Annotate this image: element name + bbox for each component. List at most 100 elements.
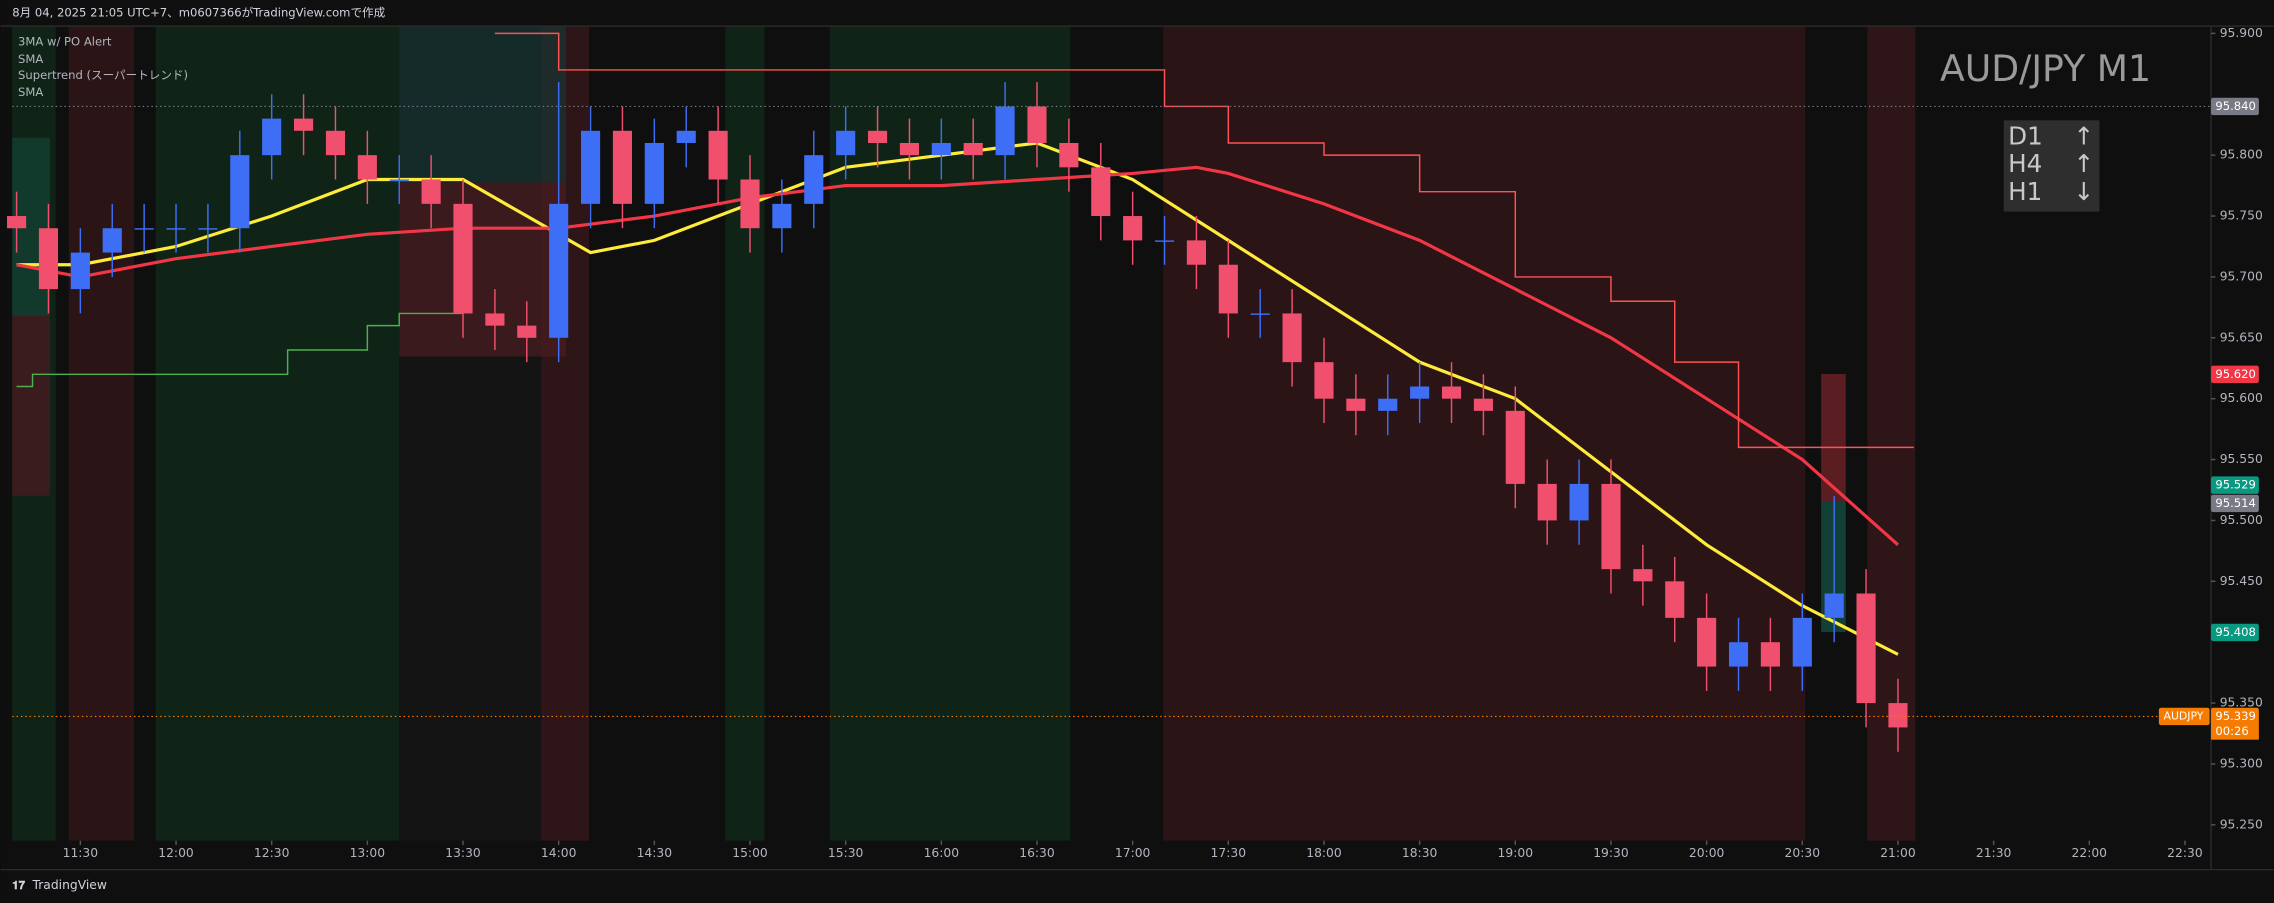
candle-body [580, 130, 601, 204]
indicator-legend: 3MA w/ PO Alert SMA Supertrend (スーパートレンド… [18, 35, 188, 100]
x-tick-label: 18:00 [1306, 846, 1342, 860]
candle-body [740, 179, 760, 229]
candle-body [1824, 593, 1844, 618]
box [399, 26, 566, 183]
price-label-bg [2211, 476, 2259, 494]
candle-body [1792, 617, 1812, 667]
candle-body [899, 142, 920, 156]
y-tick-label: 95.600 [2220, 391, 2263, 405]
candle-body [262, 118, 282, 156]
candle-body [1186, 240, 1206, 265]
x-tick-label: 18:30 [1402, 846, 1438, 860]
x-tick-label: 22:30 [2167, 846, 2203, 860]
candle-body [1091, 167, 1111, 217]
candle-body [1697, 617, 1717, 667]
footer: TradingView [32, 878, 107, 892]
candle-body [1059, 142, 1079, 168]
x-tick-label: 15:30 [828, 846, 864, 860]
x-tick-label: 22:00 [2072, 846, 2108, 860]
shade [725, 26, 765, 841]
x-tick-label: 20:00 [1689, 846, 1725, 860]
supertrend-line [16, 312, 464, 388]
price-label: 95.840 [2215, 99, 2256, 113]
x-tick-label: 13:30 [445, 846, 481, 860]
y-tick-label: 95.550 [2220, 452, 2263, 466]
candle-body [166, 228, 186, 230]
candle-body [1378, 398, 1398, 411]
y-tick-label: 95.800 [2220, 148, 2263, 162]
candle-body [612, 130, 633, 204]
candle-body [1218, 264, 1238, 314]
x-tick-label: 21:30 [1976, 846, 2012, 860]
shade [829, 26, 1071, 841]
candle-body [485, 313, 505, 326]
tf: D1 [2008, 122, 2043, 151]
candle-body [1441, 386, 1462, 399]
box [12, 315, 50, 496]
candle-body [421, 179, 441, 204]
candle-body [1505, 410, 1525, 484]
x-tick-label: 14:30 [637, 846, 673, 860]
price-label: 95.529 [2215, 478, 2256, 492]
price-label-bg [2211, 707, 2259, 726]
arrow: ↑ [2073, 122, 2094, 151]
y-tick-label: 95.250 [2220, 817, 2263, 831]
x-tick-label: 21:00 [1880, 846, 1916, 860]
price-label: 95.339 [2215, 709, 2256, 723]
candle-body [772, 203, 792, 229]
candle-body [294, 118, 314, 131]
price-label: 95.620 [2215, 367, 2256, 381]
table-bg [2003, 120, 2100, 212]
candle-body [549, 203, 569, 338]
y-tick-label: 95.750 [2220, 209, 2263, 223]
candle-body [867, 130, 888, 143]
candle-body [198, 228, 218, 230]
x-tick-label: 19:00 [1498, 846, 1534, 860]
x-tick-label: 16:30 [1019, 846, 1055, 860]
arrow: ↓ [2073, 177, 2094, 206]
candle-body [1601, 483, 1621, 570]
symbol-tag: AUDJPY [2164, 709, 2204, 722]
x-tick-label: 15:00 [732, 846, 768, 860]
x-tick-label: 17:00 [1115, 846, 1151, 860]
candle-body [325, 130, 346, 156]
candle-body [1728, 642, 1749, 667]
candle-body [1410, 386, 1430, 399]
box [1821, 373, 1846, 502]
price-label: 95.514 [2215, 496, 2256, 510]
price-label-bg [2211, 365, 2259, 384]
supertrend-line [494, 32, 1914, 449]
x-tick-label: 11:30 [63, 846, 99, 860]
box [399, 182, 566, 357]
candle-body [963, 142, 983, 156]
y-tick-label: 95.500 [2220, 513, 2263, 527]
candle-body [1856, 593, 1876, 704]
candle-body [836, 130, 856, 156]
candle-body [708, 130, 728, 180]
countdown-bg [2211, 723, 2259, 740]
y-tick-label: 95.350 [2220, 696, 2263, 710]
logo: 𝟏𝟕 [12, 878, 25, 892]
x-tick-label: 16:00 [924, 846, 960, 860]
indicator: SMA [18, 52, 43, 66]
x-tick-label: 13:00 [350, 846, 386, 860]
candle-body [389, 179, 409, 181]
candle-body [7, 216, 27, 229]
tf: H1 [2008, 177, 2042, 206]
candle-body [517, 325, 537, 338]
plot [7, 32, 2212, 752]
candle-body [453, 203, 473, 314]
countdown: 00:26 [2215, 724, 2248, 738]
candle-body [1154, 240, 1175, 242]
candle-body [1537, 483, 1557, 521]
candle-body [357, 155, 377, 180]
candle-body [931, 142, 951, 156]
candle-body [70, 252, 90, 290]
candle-body [1282, 313, 1302, 363]
candle-body [676, 130, 696, 143]
candle-body [1569, 483, 1589, 521]
candle-body [1027, 106, 1047, 143]
candle-body [1633, 569, 1653, 582]
candle-body [102, 228, 122, 253]
